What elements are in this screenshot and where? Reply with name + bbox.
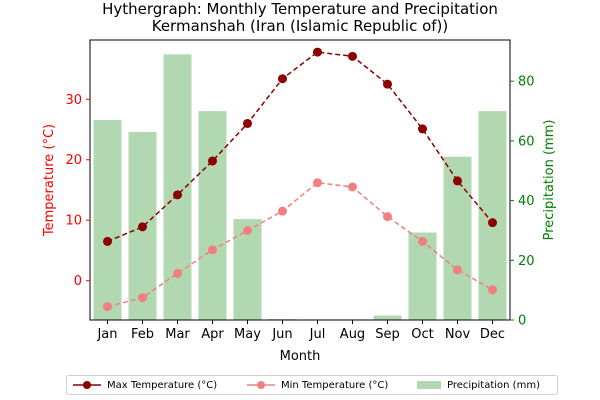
- max-temp-point-dec: [488, 218, 497, 228]
- x-tick-label-sep: Sep: [375, 327, 400, 342]
- max-temp-point-jun: [278, 74, 287, 84]
- chart-title: Hythergraph: Monthly Temperature and Pre…: [102, 0, 498, 18]
- max-temp-point-may: [243, 118, 252, 128]
- y-right-tick-label-60: 60: [518, 134, 535, 149]
- min-temp-point-oct: [418, 236, 427, 246]
- min-temp-point-aug: [348, 182, 357, 192]
- y-left-tick-label-0: 0: [74, 274, 82, 289]
- max-temp-point-sep: [383, 79, 392, 89]
- x-tick-label-mar: Mar: [165, 327, 190, 342]
- precip-bar-sep: [373, 315, 402, 320]
- precip-bar-apr: [198, 111, 227, 321]
- x-tick-label-aug: Aug: [340, 327, 365, 342]
- y-left-tick-label-30: 30: [65, 93, 82, 108]
- x-tick-label-apr: Apr: [201, 327, 224, 342]
- precip-bar-oct: [408, 232, 437, 320]
- min-temp-point-feb: [138, 293, 147, 303]
- legend-swatch-min: [247, 381, 275, 389]
- x-tick-label-dec: Dec: [480, 327, 505, 342]
- y-left-tick-label-20: 20: [65, 153, 82, 168]
- y-right-tick-label-40: 40: [518, 194, 535, 209]
- max-temp-point-jan: [103, 236, 112, 246]
- x-tick-label-may: May: [234, 327, 261, 342]
- min-temp-point-apr: [208, 245, 217, 255]
- y-axis-left-label: Temperature (°C): [42, 124, 57, 237]
- max-temp-line: [107, 51, 494, 243]
- legend-item-max: Max Temperature (°C): [73, 378, 217, 392]
- min-temp-point-jan: [103, 302, 112, 312]
- max-temp-point-jul: [313, 47, 322, 57]
- min-temp-point-nov: [453, 265, 462, 275]
- legend-label-max: Max Temperature (°C): [107, 379, 218, 391]
- max-temp-point-mar: [173, 190, 182, 200]
- y-right-tick-label-80: 80: [518, 75, 535, 90]
- max-temp-point-apr: [208, 156, 217, 166]
- y-left-tick-label-10: 10: [65, 214, 82, 229]
- x-tick-label-feb: Feb: [131, 327, 154, 342]
- plot-frame: [89, 39, 511, 321]
- precip-bar-may: [233, 219, 262, 320]
- min-temp-point-mar: [173, 268, 182, 278]
- legend-item-min: Min Temperature (°C): [247, 378, 388, 392]
- legend-label-precip: Precipitation (mm): [447, 379, 540, 391]
- x-tick-label-nov: Nov: [445, 327, 471, 342]
- min-temp-point-jun: [278, 206, 287, 216]
- max-temp-point-feb: [138, 222, 147, 232]
- x-tick-label-oct: Oct: [411, 327, 433, 342]
- chart-legend: Max Temperature (°C) Min Temperature (°C…: [66, 375, 558, 395]
- max-temp-point-oct: [418, 124, 427, 134]
- legend-swatch-precip: [417, 381, 441, 389]
- x-tick-label-jun: Jun: [271, 327, 292, 342]
- chart-subtitle: Kermanshah (Iran (Islamic Republic of)): [151, 17, 449, 35]
- x-axis-label: Month: [280, 349, 321, 364]
- min-temp-point-sep: [383, 212, 392, 222]
- legend-item-precip: Precipitation (mm): [417, 378, 540, 392]
- max-temp-point-aug: [348, 51, 357, 61]
- precip-bar-jan: [93, 120, 122, 320]
- legend-swatch-max: [73, 381, 101, 389]
- x-tick-label-jan: Jan: [96, 327, 117, 342]
- legend-label-min: Min Temperature (°C): [281, 379, 389, 391]
- min-temp-point-jul: [313, 178, 322, 188]
- min-temp-line: [107, 181, 493, 308]
- y-axis-right-label: Precipitation (mm): [542, 120, 557, 241]
- x-tick-label-jul: Jul: [309, 327, 326, 342]
- y-right-tick-label-0: 0: [518, 314, 526, 329]
- y-right-tick-label-20: 20: [518, 254, 535, 269]
- min-temp-point-dec: [488, 285, 497, 295]
- min-temp-point-may: [243, 225, 252, 235]
- max-temp-point-nov: [453, 176, 462, 186]
